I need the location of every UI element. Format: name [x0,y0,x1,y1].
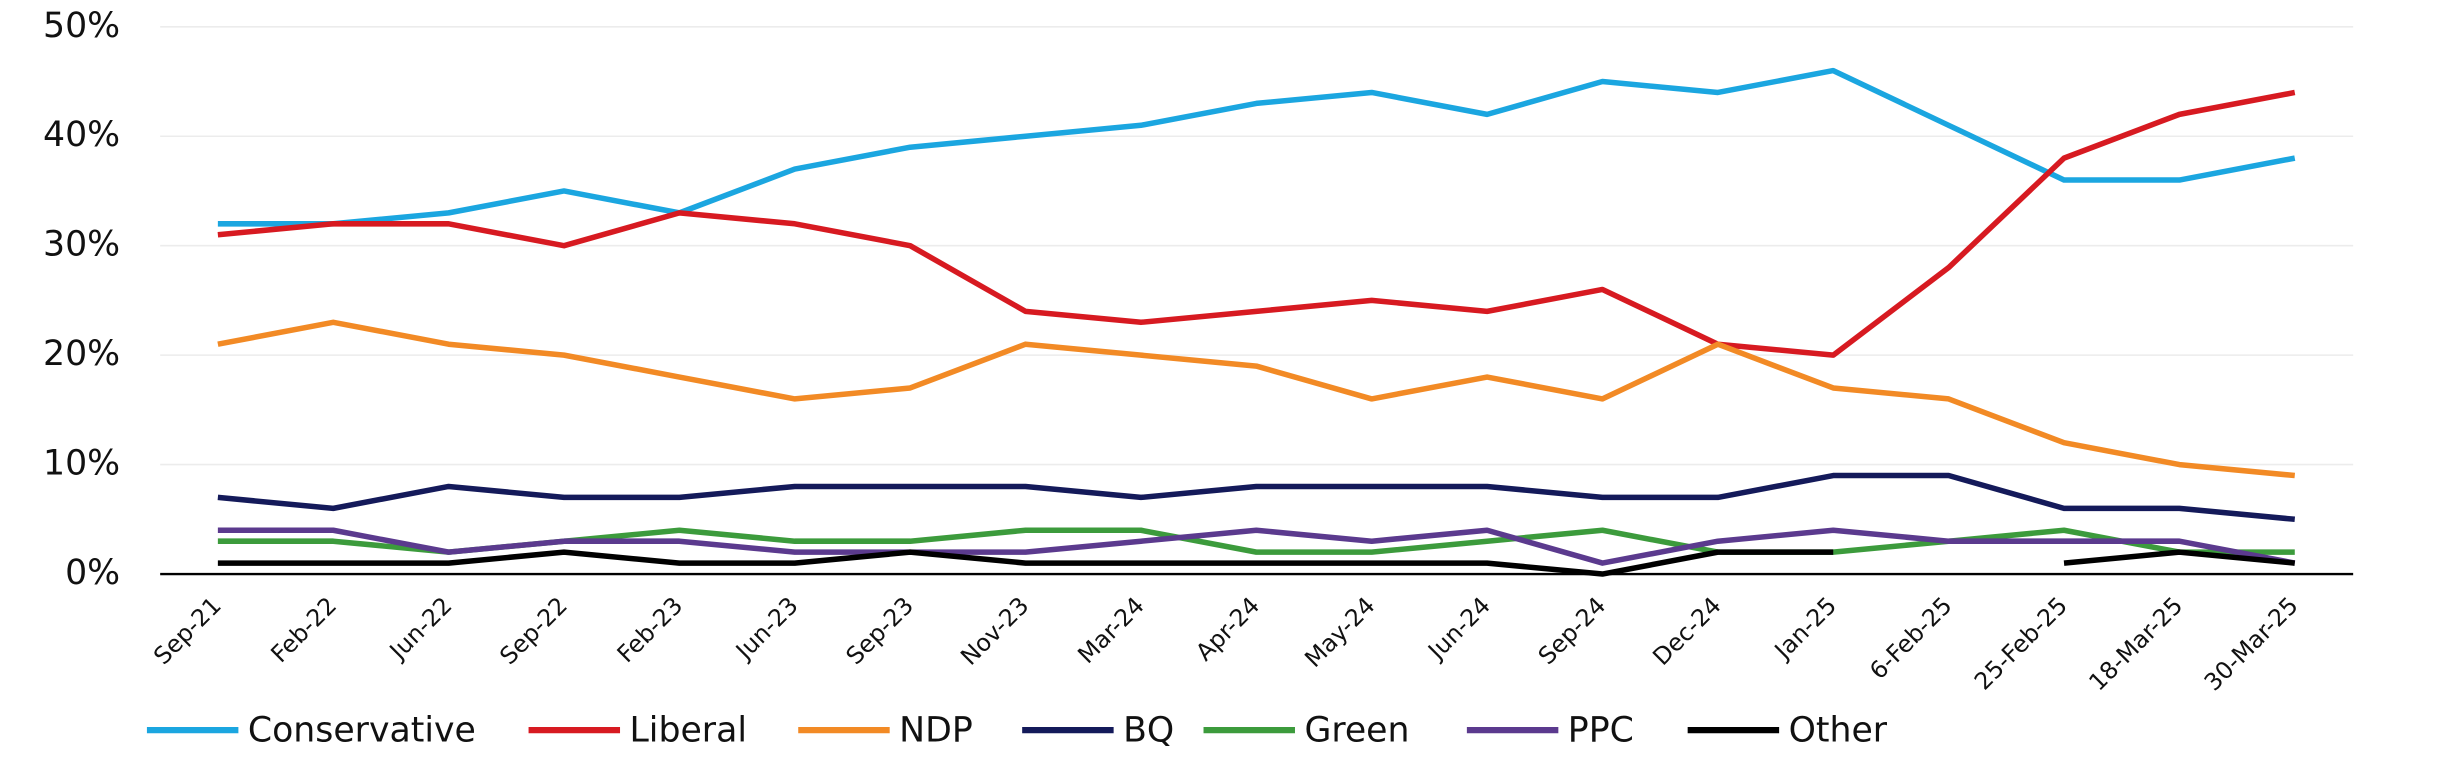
x-tick-label: Jan-25 [1768,591,1842,665]
y-tick-label: 10% [43,444,120,484]
legend-label: Liberal [629,711,746,751]
series-line [217,549,2296,577]
x-tick-label: Sep-22 [494,591,573,670]
legend-label: NDP [899,711,973,751]
x-tick-label: Jun-24 [1421,591,1496,666]
x-tick-label: Sep-23 [840,591,919,670]
series-line [217,67,2296,227]
x-tick-label: Feb-22 [265,591,342,668]
series-line [217,89,2296,358]
y-tick-label: 50% [43,6,120,46]
legend-label: PPC [1568,711,1634,751]
x-tick-label: Jun-23 [729,591,804,666]
x-tick-label: Feb-23 [612,591,689,668]
legend-label: Other [1789,711,1888,751]
legend-label: BQ [1123,711,1174,751]
x-tick-label: 6-Feb-25 [1864,591,1957,684]
x-tick-label: 18-Mar-25 [2083,591,2188,696]
x-tick-label: 30-Mar-25 [2199,591,2304,696]
series-line [217,527,2296,566]
x-tick-label: Mar-24 [1072,591,1150,669]
y-tick-label: 40% [43,115,120,155]
legend-label: Green [1304,711,1409,751]
legend-label: Conservative [248,711,476,751]
y-tick-label: 0% [65,553,120,593]
x-tick-label: May-24 [1299,591,1380,672]
x-tick-label: 25-Feb-25 [1969,591,2073,695]
x-tick-label: Dec-24 [1647,591,1726,670]
x-tick-label: Sep-21 [148,591,227,670]
x-tick-label: Jun-22 [383,591,458,666]
series-line [217,319,2296,479]
x-tick-label: Nov-23 [955,591,1034,670]
y-tick-label: 30% [43,225,120,265]
x-tick-label: Apr-24 [1190,591,1265,666]
x-tick-label: Sep-24 [1533,591,1612,670]
series-line [217,472,2296,523]
y-tick-label: 20% [43,334,120,374]
